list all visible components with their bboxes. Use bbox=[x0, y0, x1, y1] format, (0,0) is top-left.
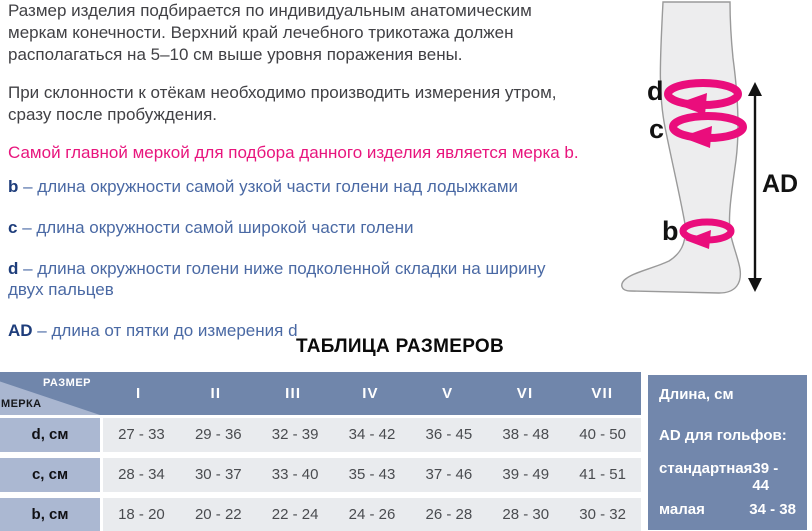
label-b: b bbox=[662, 216, 679, 246]
circumference-arrow-c bbox=[669, 112, 747, 148]
column-header: V bbox=[442, 385, 454, 402]
definition-ad-key: AD bbox=[8, 321, 33, 340]
size-table: РАЗМЕР МЕРКА I II III IV V VI VII d, см … bbox=[0, 372, 641, 531]
table-cell: 30 - 37 bbox=[194, 466, 242, 483]
entry-label: малая bbox=[659, 501, 705, 518]
definition-ad: AD – длина от пятки до измерения d bbox=[8, 320, 580, 341]
corner-label-size: РАЗМЕР bbox=[42, 377, 91, 389]
table-cell: 34 - 42 bbox=[348, 426, 396, 443]
table-cell: 33 - 40 bbox=[271, 466, 319, 483]
definition-d-text: – длина окружности голени ниже подколенн… bbox=[8, 259, 546, 299]
size-table-corner-cell: РАЗМЕР МЕРКА bbox=[0, 372, 100, 415]
table-cell: 28 - 30 bbox=[502, 506, 550, 523]
table-cell: 35 - 43 bbox=[348, 466, 396, 483]
definition-d: d – длина окружности голени ниже подколе… bbox=[8, 258, 580, 300]
table-cell: 36 - 45 bbox=[425, 426, 473, 443]
table-cell: 41 - 51 bbox=[579, 466, 626, 483]
table-cell: 32 - 39 bbox=[271, 426, 319, 443]
table-cell: 38 - 48 bbox=[502, 426, 550, 443]
label-d: d bbox=[647, 76, 664, 106]
row-label: b, см bbox=[0, 498, 100, 531]
intro-paragraph-1: Размер изделия подбирается по индивидуал… bbox=[8, 1, 532, 64]
label-c: c bbox=[649, 114, 664, 144]
row-cells: 27 - 33 29 - 36 32 - 39 34 - 42 36 - 45 … bbox=[103, 418, 641, 452]
definition-ad-text: – длина от пятки до измерения d bbox=[37, 321, 298, 340]
definition-b-text: – длина окружности самой узкой части гол… bbox=[23, 177, 519, 196]
circumference-arrow-b bbox=[679, 218, 735, 249]
size-column-headers: I II III IV V VI VII bbox=[100, 372, 641, 415]
entry-value: 39 - 44 bbox=[752, 460, 779, 494]
leg-diagram-svg: d c b AD bbox=[621, 1, 798, 294]
definition-b-key: b bbox=[8, 177, 19, 196]
definition-c-key: c bbox=[8, 218, 18, 237]
panel-subtitle: AD для гольфов: bbox=[659, 427, 787, 444]
table-cell: 30 - 32 bbox=[579, 506, 626, 523]
table-cell: 24 - 26 bbox=[348, 506, 396, 523]
leg-silhouette bbox=[621, 1, 742, 294]
row-label: c, см bbox=[0, 458, 100, 492]
corner-label-measure: МЕРКА bbox=[1, 398, 42, 410]
definition-b: b – длина окружности самой узкой части г… bbox=[8, 176, 580, 197]
table-row-b: b, см 18 - 20 20 - 22 22 - 24 24 - 26 26… bbox=[0, 498, 641, 531]
table-cell: 26 - 28 bbox=[425, 506, 473, 523]
panel-title: Длина, см bbox=[659, 386, 734, 403]
size-table-header: РАЗМЕР МЕРКА I II III IV V VI VII bbox=[0, 372, 641, 415]
row-cells: 28 - 34 30 - 37 33 - 40 35 - 43 37 - 46 … bbox=[103, 458, 641, 492]
column-header: VII bbox=[591, 385, 614, 402]
ad-length-arrow bbox=[748, 82, 762, 292]
leg-measurement-diagram: d c b AD bbox=[600, 0, 812, 300]
table-cell: 40 - 50 bbox=[579, 426, 626, 443]
definition-c: c – длина окружности самой широкой части… bbox=[8, 217, 580, 238]
row-cells: 18 - 20 20 - 22 22 - 24 24 - 26 26 - 28 … bbox=[103, 498, 641, 531]
definition-d-key: d bbox=[8, 259, 19, 278]
column-header: IV bbox=[362, 385, 379, 402]
circumference-arrow-d bbox=[664, 79, 742, 115]
label-ad: AD bbox=[762, 170, 798, 198]
length-info-panel: Длина, см AD для гольфов: стандартная 39… bbox=[648, 375, 807, 530]
table-cell: 20 - 22 bbox=[194, 506, 242, 523]
table-cell: 28 - 34 bbox=[118, 466, 165, 483]
column-header: II bbox=[210, 385, 222, 402]
panel-entry-standard: стандартная 39 - 44 bbox=[659, 460, 796, 494]
table-row-d: d, см 27 - 33 29 - 36 32 - 39 34 - 42 36… bbox=[0, 418, 641, 452]
table-cell: 39 - 49 bbox=[502, 466, 550, 483]
intro-paragraph-2: При склонности к отёкам необходимо произ… bbox=[8, 83, 557, 124]
table-cell: 22 - 24 bbox=[271, 506, 319, 523]
row-label: d, см bbox=[0, 418, 100, 452]
table-cell: 37 - 46 bbox=[425, 466, 473, 483]
column-header: VI bbox=[516, 385, 534, 402]
column-header: III bbox=[285, 385, 302, 402]
highlight-note: Самой главной меркой для подбора данного… bbox=[8, 143, 579, 162]
intro-text-block: Размер изделия подбирается по индивидуал… bbox=[8, 0, 580, 361]
panel-entry-small: малая 34 - 38 bbox=[659, 501, 796, 518]
entry-label: стандартная bbox=[659, 460, 753, 477]
size-table-title: ТАБЛИЦА РАЗМЕРОВ bbox=[295, 336, 505, 357]
table-cell: 27 - 33 bbox=[118, 426, 165, 443]
table-cell: 18 - 20 bbox=[118, 506, 165, 523]
table-cell: 29 - 36 bbox=[194, 426, 242, 443]
entry-value: 34 - 38 bbox=[749, 501, 796, 518]
table-row-c: c, см 28 - 34 30 - 37 33 - 40 35 - 43 37… bbox=[0, 458, 641, 492]
column-header: I bbox=[135, 385, 142, 402]
definition-c-text: – длина окружности самой широкой части г… bbox=[22, 218, 414, 237]
